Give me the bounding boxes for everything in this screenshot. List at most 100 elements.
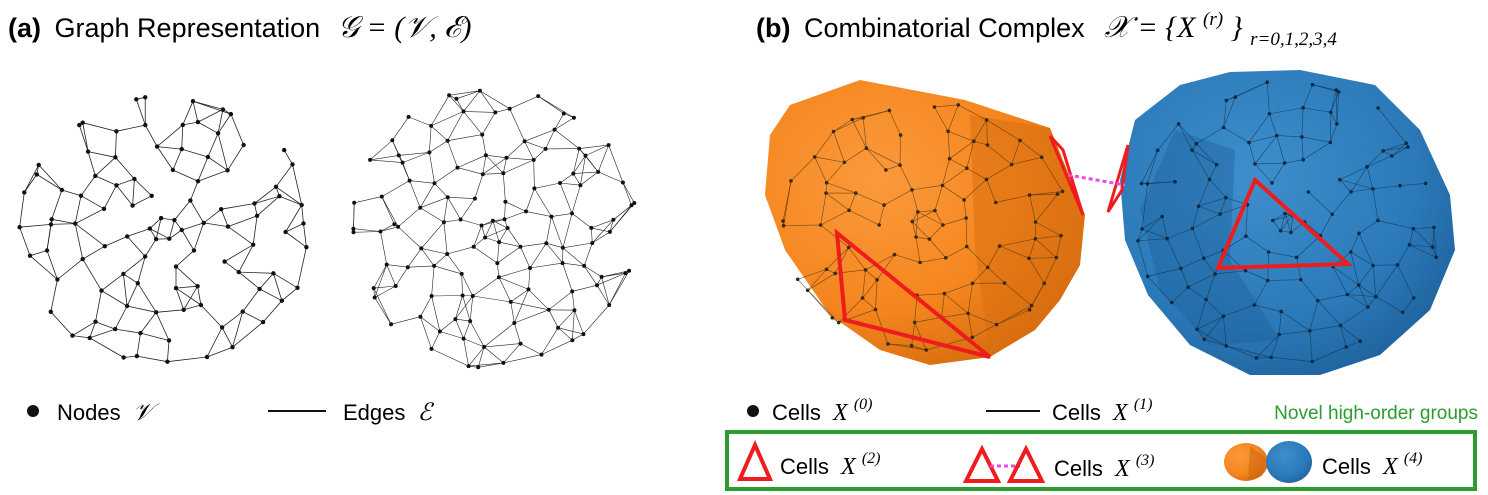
wire-node	[143, 254, 148, 259]
wire-node	[861, 116, 865, 120]
wire-edge	[353, 231, 381, 233]
wire-edge	[443, 219, 461, 223]
wire-node	[518, 341, 523, 346]
wire-edge	[1161, 216, 1168, 239]
wire-edge	[472, 277, 500, 297]
wire-edge	[1332, 266, 1359, 286]
nodes-legend-dot	[27, 405, 39, 417]
wire-edge	[1196, 328, 1227, 347]
wire-edge	[132, 178, 135, 206]
wire-edge	[1223, 304, 1255, 317]
wire-node	[225, 224, 231, 229]
wire-edge	[495, 108, 510, 113]
wire-edge	[374, 285, 396, 298]
wire-node	[215, 131, 221, 136]
cells4-symbol: X	[1382, 454, 1399, 480]
wire-edge	[888, 110, 901, 136]
wire-node	[1136, 239, 1140, 243]
wire-edge	[230, 113, 244, 146]
wire-edge	[996, 305, 1032, 325]
novel-groups-title: Novel high-order groups	[1274, 403, 1478, 424]
wire-edge	[192, 100, 232, 115]
wire-node	[205, 154, 211, 160]
wire-edge	[1256, 357, 1272, 359]
wire-node	[632, 201, 637, 205]
wire-node	[77, 122, 82, 128]
wire-edge	[460, 198, 476, 220]
wire-edge	[182, 101, 194, 126]
wire-edge	[498, 267, 531, 278]
wire-edge	[557, 309, 575, 328]
wire-node	[125, 234, 130, 239]
wire-edge	[1269, 107, 1304, 115]
wire-edge	[1347, 294, 1376, 298]
wire-edge	[1254, 163, 1273, 184]
wire-edge	[573, 173, 581, 186]
wire-edge	[528, 267, 531, 290]
wire-edge	[571, 291, 575, 311]
wire-node	[964, 216, 968, 220]
wire-node	[994, 322, 999, 327]
cells1-symbol: X	[1112, 400, 1129, 426]
wire-node	[1194, 141, 1199, 146]
wire-edge	[485, 154, 504, 174]
wire-edge	[174, 200, 191, 221]
wire-edge	[456, 98, 464, 112]
wire-node	[570, 289, 575, 294]
wire-edge	[942, 185, 965, 201]
wire-node	[406, 114, 411, 119]
wire-edge	[875, 279, 878, 310]
wire-node	[1018, 138, 1022, 143]
wire-node	[1371, 187, 1375, 191]
wire-edge	[916, 293, 945, 296]
cells3-sup: (3)	[1136, 452, 1155, 469]
wire-node	[1310, 359, 1314, 364]
wire-edge	[380, 226, 399, 232]
wire-node	[459, 271, 464, 276]
wire-node	[795, 277, 800, 282]
wire-node	[824, 267, 829, 272]
wire-edge	[1029, 191, 1063, 196]
wire-node	[524, 209, 528, 214]
wire-edge	[238, 244, 254, 273]
cells4-label: Cells	[1322, 454, 1371, 479]
wire-node	[1400, 310, 1405, 315]
cells2-symbol: X	[840, 454, 857, 480]
wire-edge	[74, 223, 84, 260]
wire-edge	[38, 164, 63, 191]
wire-edge	[431, 295, 441, 332]
wire-edge	[19, 227, 31, 256]
wire-edge	[1137, 216, 1163, 242]
wire-edge	[1178, 123, 1193, 151]
wire-node	[1335, 122, 1339, 126]
wire-edge	[548, 291, 573, 311]
wire-edge	[483, 322, 515, 348]
higher-order-link	[1067, 173, 1126, 187]
wire-node	[132, 176, 137, 182]
wire-edge	[447, 197, 475, 199]
wire-node	[1406, 145, 1410, 149]
wire-node	[1430, 245, 1435, 249]
wire-edge	[506, 157, 534, 161]
wire-node	[994, 200, 998, 205]
wire-edge	[1432, 246, 1437, 258]
wire-node	[154, 310, 159, 315]
wire-edge	[529, 262, 563, 269]
wire-edge	[232, 321, 264, 348]
wire-edge	[126, 283, 139, 307]
wire-node	[607, 229, 612, 234]
wire-edge	[439, 331, 464, 339]
wire-edge	[373, 287, 392, 325]
wire-node	[985, 265, 990, 270]
wire-node	[405, 265, 410, 270]
wire-edge	[498, 227, 508, 243]
wire-edge	[915, 236, 921, 263]
wire-edge	[609, 202, 635, 233]
wire-edge	[1330, 90, 1337, 113]
wire-edge	[481, 112, 496, 135]
wire-edge	[559, 173, 574, 184]
wire-edge	[279, 195, 302, 206]
wire-edge	[460, 219, 482, 226]
wire-edge	[1035, 221, 1062, 237]
wire-edge	[1004, 282, 1032, 306]
